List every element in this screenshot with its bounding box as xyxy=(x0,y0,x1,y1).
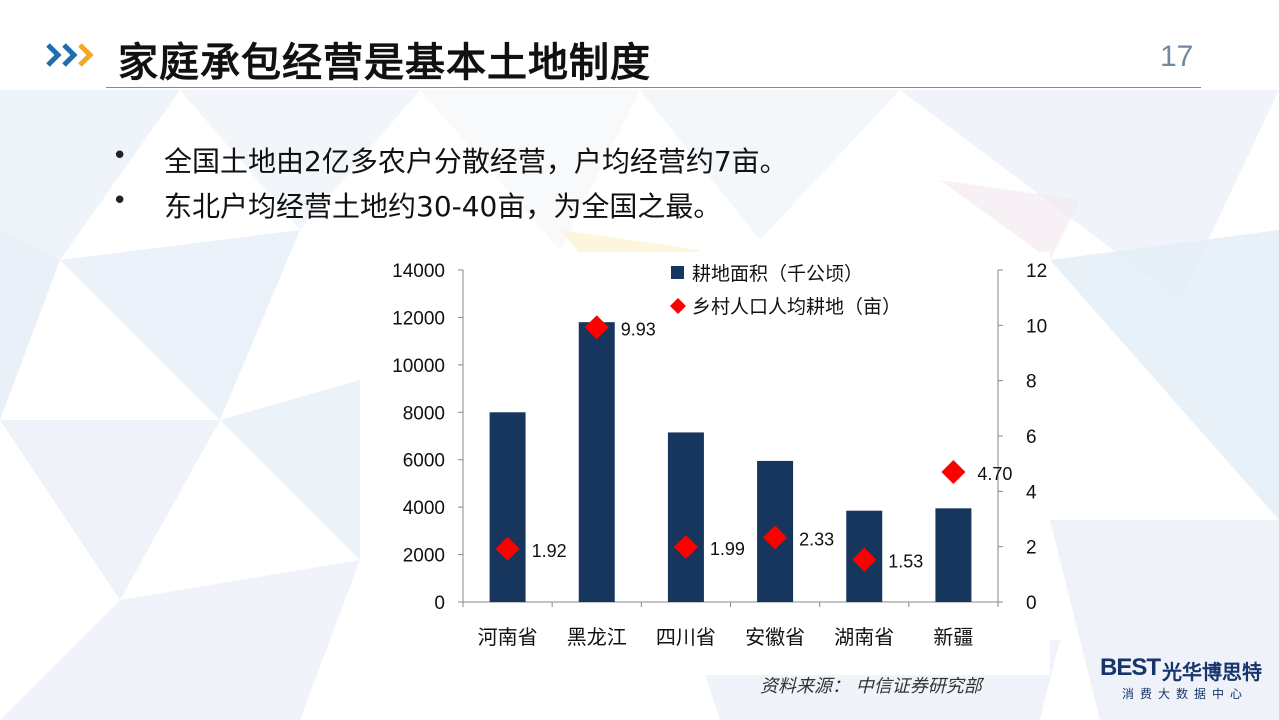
bullet-icon: • xyxy=(112,186,128,216)
data-label: 1.92 xyxy=(532,541,567,561)
logo-mark: BEST xyxy=(1100,654,1161,681)
y-right-tick-label: 2 xyxy=(1026,538,1037,559)
x-tick-label: 新疆 xyxy=(933,625,973,649)
y-left-tick-label: 10000 xyxy=(392,356,445,377)
point-marker xyxy=(763,525,788,550)
combo-chart: 0 2000 4000 6000 8000 10000 12000 14000 0 2 4 6 8 10 1… xyxy=(392,261,1047,649)
y-right-tick-label: 4 xyxy=(1026,482,1037,503)
logo-name: 光华博思特 xyxy=(1162,660,1262,684)
point-marker xyxy=(941,459,966,484)
x-tick-label: 安徽省 xyxy=(745,625,805,649)
bar xyxy=(578,322,615,602)
logo-subtitle: 消费大数据中心 xyxy=(1122,687,1249,701)
y-left-tick-label: 4000 xyxy=(403,498,445,519)
page-number: 17 xyxy=(1160,40,1194,73)
y-left-tick-label: 8000 xyxy=(403,403,445,424)
data-label: 4.70 xyxy=(977,464,1012,484)
x-tick-label: 黑龙江 xyxy=(567,625,627,649)
bullet-text: 全国土地由2亿多农户分散经营，户均经营约7亩。 xyxy=(164,145,788,178)
bar xyxy=(489,412,526,602)
legend-bar-label: 耕地面积（千公顷） xyxy=(692,263,863,285)
bullet-icon: • xyxy=(112,141,128,171)
y-right-tick-label: 10 xyxy=(1026,316,1047,337)
y-left-tick-label: 12000 xyxy=(392,308,445,329)
bullet-text: 东北户均经营土地约30-40亩，为全国之最。 xyxy=(164,190,722,223)
chart-panel: 0 2000 4000 6000 8000 10000 12000 14000 0 2 4 6 8 10 1… xyxy=(360,252,1050,675)
bar xyxy=(667,432,704,602)
header-divider xyxy=(106,87,1201,88)
chevrons-icon xyxy=(46,43,94,67)
x-tick-label: 湖南省 xyxy=(834,625,894,649)
slide-header: 家庭承包经营是基本土地制度 17 xyxy=(0,0,1279,95)
point-marker xyxy=(673,534,698,559)
data-label: 2.33 xyxy=(799,530,834,550)
y-right-tick-label: 12 xyxy=(1026,261,1047,282)
point-marker xyxy=(495,536,520,561)
brand-logo: BEST 光华博思特 消费大数据中心 xyxy=(1100,652,1270,712)
y-right-tick-label: 8 xyxy=(1026,372,1037,393)
legend-point-label: 乡村人口人均耕地（亩） xyxy=(692,296,901,318)
y-right-tick-label: 0 xyxy=(1026,593,1037,614)
bar xyxy=(935,508,972,602)
x-tick-label: 河南省 xyxy=(478,625,538,649)
point-marker xyxy=(852,547,877,572)
y-right-tick-label: 6 xyxy=(1026,427,1037,448)
x-tick-label: 四川省 xyxy=(656,625,716,649)
y-left-tick-label: 14000 xyxy=(392,261,445,282)
source-note: 资料来源： 中信证券研究部 xyxy=(760,676,982,697)
y-left-tick-label: 2000 xyxy=(403,546,445,567)
point-marker xyxy=(584,315,609,340)
data-label: 1.53 xyxy=(888,552,923,572)
y-left-tick-label: 0 xyxy=(434,593,445,614)
data-label: 1.99 xyxy=(710,539,745,559)
y-left-tick-label: 6000 xyxy=(403,451,445,472)
data-label: 9.93 xyxy=(621,319,656,339)
legend-point-swatch xyxy=(670,298,686,314)
legend-bar-swatch xyxy=(671,266,684,279)
slide-title: 家庭承包经营是基本土地制度 xyxy=(118,40,651,86)
